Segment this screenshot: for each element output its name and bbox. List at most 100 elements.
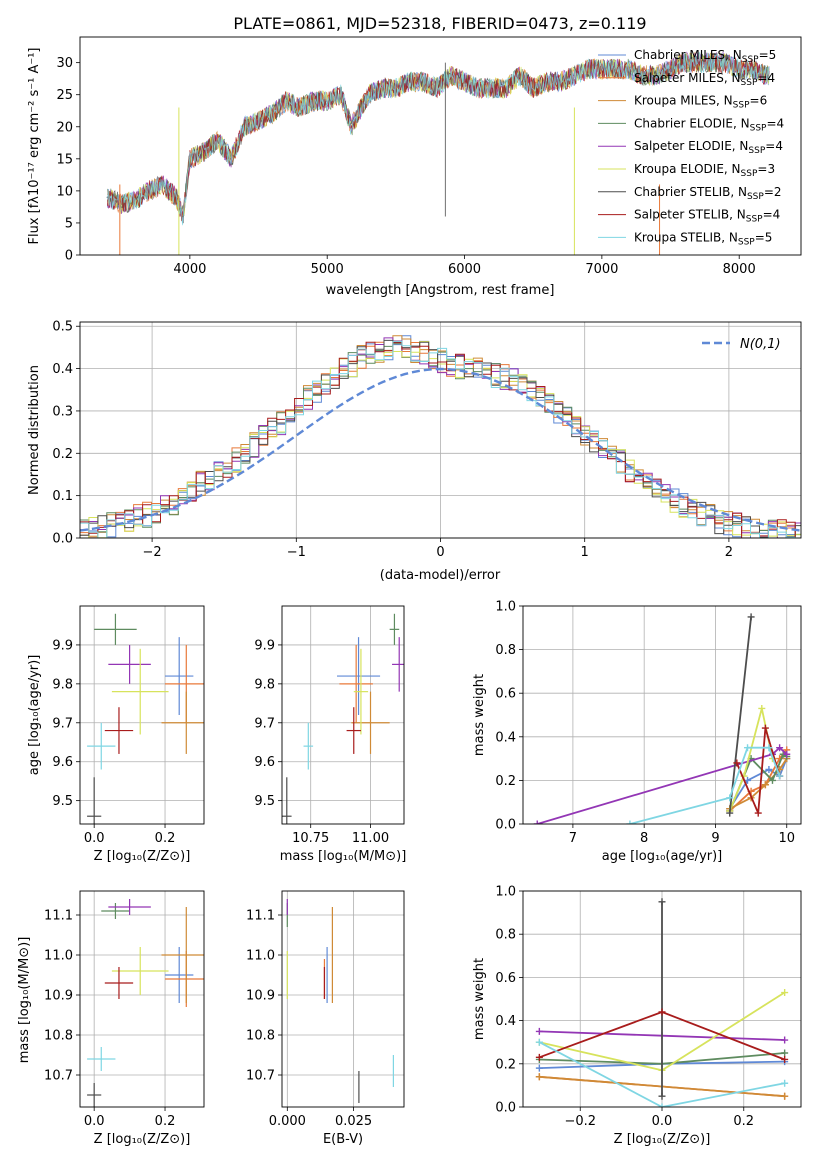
legend-label: Kroupa MILES, NSSP=6 xyxy=(634,94,767,111)
residuals-ytick-label: 0.0 xyxy=(52,532,73,547)
mass-weight-line xyxy=(728,616,752,814)
residual-legend: N(0,1) xyxy=(702,337,781,352)
legend-count: =6 xyxy=(750,94,768,108)
spectrum-ylabel: Flux [fλ10⁻¹⁷ erg cm⁻² s⁻¹ A⁻¹] xyxy=(27,48,42,245)
legend-subscript: SSP xyxy=(738,237,755,247)
mass_vs_Z-plot-area xyxy=(87,899,204,1107)
spectrum-xtick-label: 5000 xyxy=(311,262,344,277)
mass_vs_Z-ytick-label: 10.8 xyxy=(44,1029,73,1044)
mass-weight-marker xyxy=(776,744,784,752)
mass_vs_Z-frame xyxy=(79,890,205,1108)
spectrum-ytick-label: 25 xyxy=(56,88,73,103)
age_vs_mass-ytick-label: 9.6 xyxy=(254,755,275,770)
weight_vs_Z-frame xyxy=(522,890,802,1108)
residual-histogram-series xyxy=(80,337,801,538)
weight_vs_age-xlabel: age [log₁₀(age/yr)] xyxy=(602,849,723,864)
legend-subscript: SSP xyxy=(742,55,759,65)
mass_vs_EBV-ytick-label: 11.1 xyxy=(246,909,275,924)
spectrum-plot-area xyxy=(106,51,770,255)
weight_vs_age-ytick-label: 0.6 xyxy=(495,687,516,702)
residuals-ytick-label: 0.1 xyxy=(52,489,73,504)
weight_vs_Z-ytick-label: 0.4 xyxy=(495,1014,516,1029)
mass-weight-marker xyxy=(781,1036,789,1044)
weight_vs_age-ylabel: mass weight xyxy=(472,674,487,756)
mass-weight-marker xyxy=(761,724,769,732)
weight_vs_age-xtick-label: 8 xyxy=(640,831,648,846)
legend-label: Chabrier ELODIE, NSSP=4 xyxy=(634,116,784,133)
mass-weight-marker xyxy=(535,1027,543,1035)
mass-weight-marker xyxy=(781,1049,789,1057)
age_vs_Z-plot-area xyxy=(87,613,204,824)
weight_vs_Z-ytick-label: 0.8 xyxy=(495,928,516,943)
weight_vs_Z-plot-area xyxy=(535,898,789,1107)
mass_vs_Z-ytick-label: 10.9 xyxy=(44,989,73,1004)
weight_vs_age-ytick-label: 1.0 xyxy=(495,600,516,615)
legend-count: =5 xyxy=(755,230,773,244)
residuals-xtick-label: 1 xyxy=(581,545,589,560)
legend-count: =4 xyxy=(757,71,775,85)
mass-weight-line xyxy=(538,1041,785,1107)
mass-weight-marker xyxy=(535,1073,543,1081)
weight_vs_Z-xtick-label: 0.2 xyxy=(733,1114,754,1129)
weight_vs_Z-xtick-label: 0.0 xyxy=(652,1114,673,1129)
residuals-ytick-label: 0.5 xyxy=(52,320,73,335)
legend-label: Chabrier MILES, NSSP=5 xyxy=(634,48,776,65)
spectrum-ytick-label: 0 xyxy=(65,249,73,264)
spectrum-ytick-label: 20 xyxy=(56,120,73,135)
residuals-ytick-label: 0.2 xyxy=(52,447,73,462)
mass-weight-marker xyxy=(744,744,752,752)
legend-label: Kroupa ELODIE, NSSP=3 xyxy=(634,162,775,179)
age_vs_mass-ytick-label: 9.5 xyxy=(254,794,275,809)
legend-label: Salpeter MILES, NSSP=4 xyxy=(634,71,775,88)
mass_vs_EBV-plot-area xyxy=(286,899,394,1103)
mass_vs_Z-ytick-label: 10.7 xyxy=(44,1069,73,1084)
mass_vs_Z-ytick-label: 11.1 xyxy=(44,909,73,924)
weight_vs_Z-ytick-label: 0.0 xyxy=(495,1101,516,1116)
mass-weight-marker xyxy=(726,794,734,802)
mass-weight-marker xyxy=(781,1055,789,1063)
mass-weight-marker xyxy=(765,766,773,773)
legend-subscript: SSP xyxy=(741,169,758,179)
age_vs_mass-ytick-label: 9.9 xyxy=(254,638,275,653)
legend-count: =4 xyxy=(763,208,781,222)
age_vs_Z-ytick-label: 9.6 xyxy=(52,755,73,770)
mass_vs_EBV-ytick-label: 10.9 xyxy=(246,989,275,1004)
legend-count: =4 xyxy=(765,139,783,153)
weight_vs_Z-ytick-label: 0.2 xyxy=(495,1057,516,1072)
legend-label: Chabrier STELIB, NSSP=2 xyxy=(634,185,782,202)
weight_vs_Z-xtick-label: −0.2 xyxy=(564,1114,596,1129)
mass-weight-marker xyxy=(626,820,634,824)
spectrum-xtick-label: 8000 xyxy=(723,262,756,277)
weight_vs_age-frame xyxy=(522,605,802,825)
mass-weight-marker xyxy=(758,704,766,712)
mass_vs_EBV-ytick-label: 11.0 xyxy=(246,949,275,964)
residuals-xtick-label: −1 xyxy=(287,545,306,560)
spectrum-series-line xyxy=(107,53,770,221)
mass_vs_EBV-frame xyxy=(281,890,405,1108)
weight_vs_age-xtick-label: 7 xyxy=(569,831,577,846)
mass_vs_Z-panel: 0.0 0.2 10.7 10.8 10.9 11.0 11.1 xyxy=(44,890,205,1129)
residual-histogram-series xyxy=(80,335,801,538)
age_vs_Z-xtick-label: 0.2 xyxy=(155,831,176,846)
age_vs_Z-ytick-label: 9.5 xyxy=(52,794,73,809)
mass_vs_EBV-ytick-label: 10.8 xyxy=(246,1029,275,1044)
weight_vs_age-ytick-label: 0.8 xyxy=(495,643,516,658)
legend-subscript: SSP xyxy=(750,123,767,133)
legend-count: =5 xyxy=(759,48,777,62)
residual-histogram-series xyxy=(80,341,801,538)
residuals-ylabel: Normed distribution xyxy=(27,365,42,495)
weight_vs_age-ytick-label: 0.2 xyxy=(495,774,516,789)
residuals-xtick-label: 0 xyxy=(436,545,444,560)
weight_vs_Z-panel: −0.2 0.0 0.2 0.0 0.2 0.4 0.6 0.8 1.0 xyxy=(495,885,802,1129)
spectrum-frame xyxy=(79,36,802,256)
age_vs_mass-panel: 10.75 11.00 9.5 9.6 9.7 9.8 9.9 xyxy=(254,605,405,846)
legend-label: Kroupa STELIB, NSSP=5 xyxy=(634,230,772,247)
residuals-panel: −2 −1 0 1 2 0.0 0.1 0.2 0.3 0.4 0.5 xyxy=(52,320,802,560)
age_vs_Z-ytick-label: 9.9 xyxy=(52,638,73,653)
age_vs_Z-ylabel: age [log₁₀(age/yr)] xyxy=(27,655,42,776)
mass-weight-marker xyxy=(733,759,741,767)
legend-subscript: SSP xyxy=(741,78,758,88)
spectrum-ytick-label: 5 xyxy=(65,216,73,231)
mass-weight-marker xyxy=(658,898,666,906)
